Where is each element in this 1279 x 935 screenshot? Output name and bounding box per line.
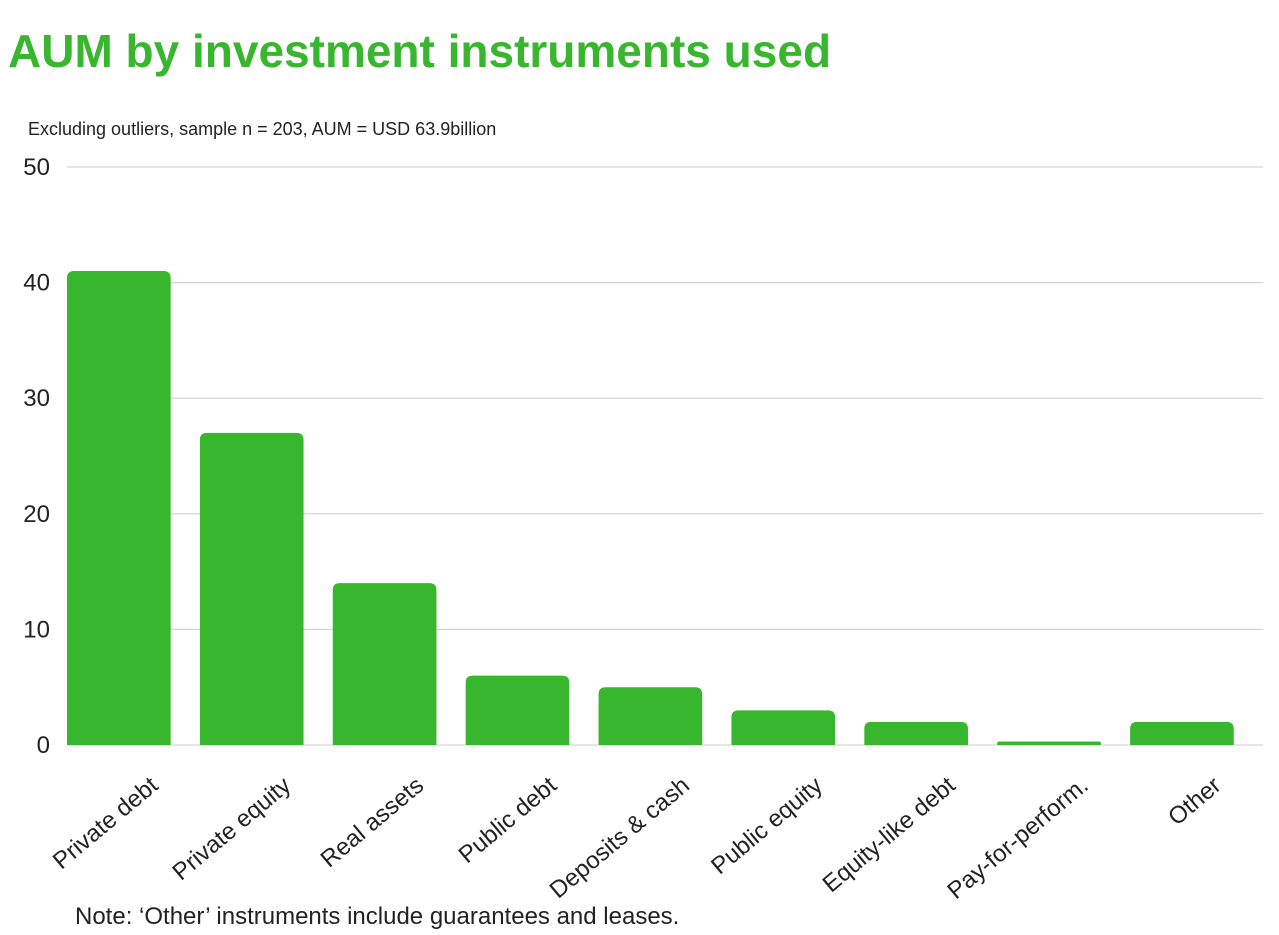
chart-title: AUM by investment instruments used [8, 25, 832, 77]
y-tick-label: 40 [23, 270, 50, 297]
chart-note: Note: ‘Other’ instruments include guaran… [75, 903, 680, 930]
bar-private-debt [67, 271, 171, 745]
bar-pay-for-perform [997, 741, 1101, 745]
bar-equity-like-debt [864, 721, 968, 745]
bar-deposits-cash [598, 687, 703, 745]
y-tick-label: 50 [23, 154, 50, 181]
bar-other [1130, 721, 1234, 745]
chart-subtitle: Excluding outliers, sample n = 203, AUM … [28, 119, 497, 139]
bar-private-equity [199, 432, 304, 745]
bar-public-debt [465, 675, 570, 745]
x-category-label: Pay-for-perform. [942, 772, 1093, 905]
y-tick-label: 20 [23, 501, 50, 528]
x-category-label: Private debt [48, 772, 164, 875]
x-category-label: Equity-like debt [818, 772, 961, 898]
y-tick-label: 30 [23, 385, 50, 412]
x-category-label: Public debt [454, 772, 563, 869]
x-category-label: Real assets [316, 772, 429, 873]
x-category-label: Private equity [167, 772, 296, 886]
x-axis-labels: Private debt Private equity Real assets Pub… [48, 772, 1227, 905]
x-category-label: Deposits & cash [545, 772, 695, 904]
bar-real-assets [332, 583, 437, 745]
bar-public-equity [731, 710, 836, 745]
x-category-label: Other [1163, 772, 1226, 831]
y-axis-ticks: 0 10 20 30 40 50 [23, 154, 50, 759]
y-tick-label: 10 [23, 616, 50, 643]
y-tick-label: 0 [37, 732, 50, 759]
x-category-label: Public equity [706, 772, 828, 880]
bars [67, 271, 1234, 745]
